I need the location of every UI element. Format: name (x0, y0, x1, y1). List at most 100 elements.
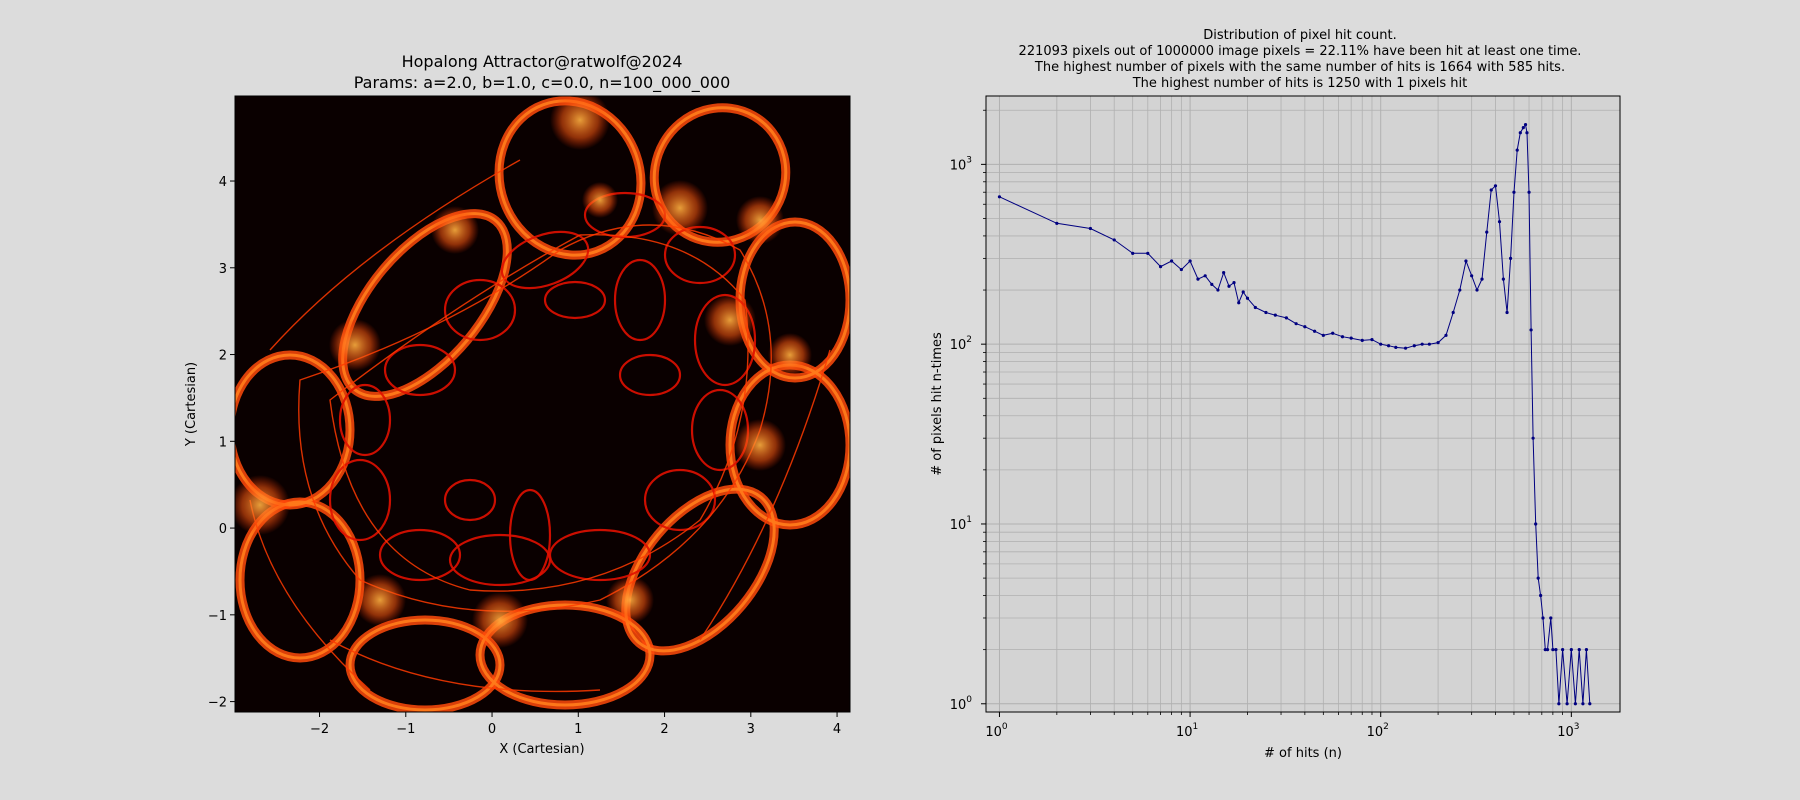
hist-data-point (1534, 522, 1538, 526)
attractor-ytick-label: −2 (208, 696, 227, 711)
hist-data-point (1403, 346, 1408, 350)
hist-data-point (1112, 238, 1116, 242)
hist-series-line (999, 123, 1591, 704)
hist-data-point (1529, 328, 1533, 332)
hist-data-point (1551, 648, 1555, 652)
hist-data-point (1541, 616, 1545, 620)
attractor-ytick-label: 3 (219, 262, 227, 277)
hist-xtick-label: 100 (985, 722, 1008, 740)
hist-data-point (1370, 338, 1374, 342)
hist-xtick-label: 101 (1176, 722, 1198, 740)
hist-data-point (1581, 702, 1585, 706)
hist-data-point (1557, 702, 1561, 706)
hist-data-point (1475, 288, 1479, 292)
hist-data-point (1497, 220, 1502, 224)
attractor-ytick-label: 0 (219, 522, 227, 537)
hist-xtick-label: 102 (1367, 722, 1389, 740)
hist-data-point (1527, 190, 1531, 194)
hist-data-point (1188, 259, 1192, 263)
hist-data-point (1458, 288, 1462, 292)
hist-data-point (997, 195, 1002, 199)
hist-data-point (1360, 338, 1364, 342)
hist-data-point (1512, 190, 1516, 194)
hist-data-point (1253, 305, 1257, 310)
hist-data-point (1303, 325, 1307, 329)
hist-data-point (1501, 277, 1505, 281)
attractor-ytick-label: −1 (208, 609, 227, 624)
hist-data-point (1273, 313, 1277, 317)
hist-data-point (1237, 301, 1241, 305)
hist-data-point (1216, 288, 1220, 292)
attractor-xtick-label: −2 (310, 722, 329, 737)
hist-data-point (1569, 648, 1573, 652)
hist-data-point (1055, 221, 1059, 225)
hist-data-point (1543, 648, 1547, 652)
attractor-title: Hopalong Attractor@ratwolf@2024 (402, 52, 683, 71)
hist-data-point (1131, 251, 1135, 255)
hist-xlabel: # of hits (n) (1264, 746, 1342, 761)
hist-title-line-4: The highest number of hits is 1250 with … (1132, 76, 1468, 91)
hist-data-point (1470, 274, 1474, 278)
hist-data-point (1515, 148, 1519, 152)
hist-data-point (1331, 331, 1335, 335)
hist-data-point (1170, 259, 1174, 263)
attractor-image (235, 96, 850, 712)
attractor-plot-background (235, 96, 850, 712)
hist-data-point (1203, 274, 1207, 278)
hist-ytick-label: 100 (950, 695, 973, 713)
hist-data-point (1444, 333, 1448, 337)
hist-data-point (1518, 131, 1522, 135)
attractor-ylabel: Y (Cartesian) (184, 362, 199, 447)
attractor-ytick-label: 4 (219, 175, 227, 190)
hist-grid (986, 96, 1620, 712)
hist-data-point (1294, 322, 1298, 326)
attractor-xtick-label: 3 (747, 722, 755, 737)
hist-data-point (1485, 230, 1489, 234)
hist-data-point (1493, 184, 1498, 188)
attractor-axes-frame (234, 95, 851, 713)
attractor-xtick-label: −1 (396, 722, 415, 737)
hist-data-point (1561, 648, 1565, 652)
hist-data-point (1451, 310, 1455, 315)
hist-data-point (1573, 702, 1577, 706)
hist-data-point (1588, 702, 1592, 706)
hist-data-point (1536, 576, 1540, 580)
hist-data-point (1584, 648, 1589, 652)
hist-data-point (1146, 251, 1150, 255)
hist-data-point (1565, 702, 1569, 706)
hist-data-point (1539, 593, 1543, 598)
hist-data-point (1196, 277, 1200, 281)
attractor-subtitle: Params: a=2.0, b=1.0, c=0.0, n=100_000_0… (354, 73, 731, 93)
hist-data-point (1480, 277, 1484, 281)
hist-data-point (1387, 344, 1391, 348)
hist-data-point (1427, 342, 1431, 346)
hist-data-point (1321, 333, 1325, 337)
hist-data-point (1554, 648, 1558, 652)
hist-ytick-label: 102 (950, 335, 972, 353)
hist-data-point (1241, 290, 1245, 294)
hist-data-point (1245, 296, 1250, 300)
hist-data-point (1525, 131, 1529, 135)
hist-ytick-label: 103 (950, 155, 972, 173)
attractor-xlabel: X (Cartesian) (499, 742, 584, 757)
hist-data-point (1489, 188, 1493, 192)
hist-plot-background (986, 96, 1620, 712)
hist-data-point (1394, 345, 1398, 349)
hist-data-point (1232, 280, 1236, 285)
hist-data-point (1577, 648, 1581, 652)
attractor-panel: Hopalong Attractor@ratwolf@2024 Params: … (184, 52, 851, 757)
attractor-xtick-label: 4 (833, 722, 841, 737)
hist-data-point (1179, 267, 1183, 272)
hist-title-line-1: Distribution of pixel hit count. (1203, 28, 1396, 43)
attractor-xtick-label: 2 (660, 722, 668, 737)
hist-data-point (1158, 265, 1163, 269)
hist-data-point (1545, 648, 1550, 652)
hist-data-point (1521, 126, 1525, 130)
hist-data-point (1340, 335, 1345, 339)
attractor-ytick-label: 2 (219, 349, 227, 364)
hist-title-line-3: The highest number of pixels with the sa… (1034, 60, 1565, 75)
hist-data-point (1464, 259, 1468, 263)
hist-data-point (1210, 282, 1214, 286)
